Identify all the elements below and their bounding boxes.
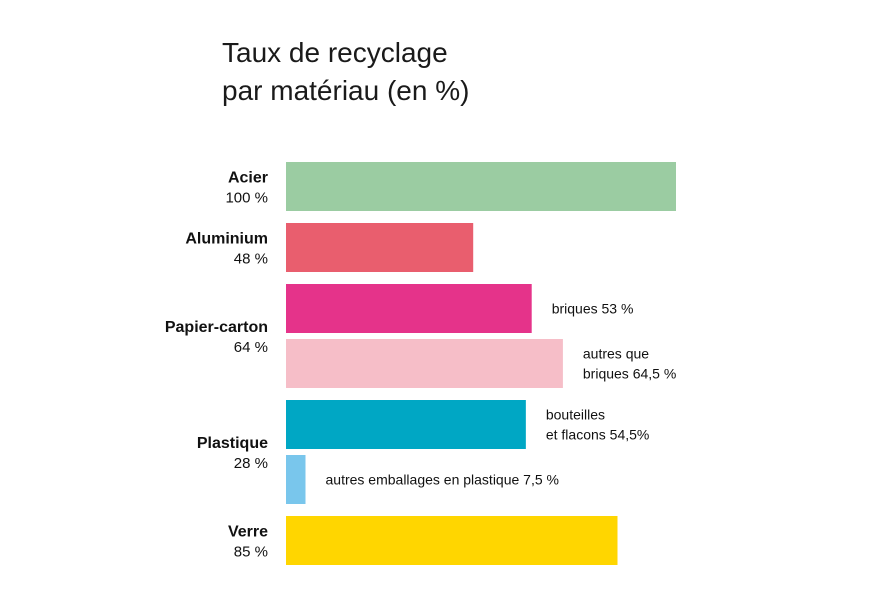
bar-acier-1 [286, 162, 676, 211]
chart-title-line-2: par matériau (en %) [222, 75, 469, 106]
bar-label-papier-carton-1-1: briques 53 % [552, 301, 634, 317]
bar-label-papier-carton-2-1: autres que [583, 346, 649, 362]
bar-plastique-1 [286, 400, 526, 449]
category-value-acier: 100 % [225, 190, 268, 207]
category-value-plastique: 28 % [234, 455, 268, 472]
bar-label-papier-carton-2-2: briques 64,5 % [583, 366, 676, 382]
category-value-papier-carton: 64 % [234, 339, 268, 356]
bar-label-plastique-1-1: bouteilles [546, 407, 605, 423]
bar-papier-carton-1 [286, 284, 532, 333]
chart-title-line-1: Taux de recyclage [222, 37, 448, 68]
bar-aluminium-1 [286, 223, 474, 272]
bars-layer: Acier 100 % Aluminium 48 % Papier-carton 64 %… [165, 162, 676, 565]
bar-verre-1 [286, 516, 618, 565]
category-label-plastique: Plastique [197, 435, 268, 452]
bar-label-plastique-1-2: et flacons 54,5% [546, 427, 650, 443]
category-label-verre: Verre [228, 524, 268, 541]
category-value-verre: 85 % [234, 544, 268, 561]
category-label-papier-carton: Papier-carton [165, 319, 268, 336]
bar-label-plastique-2-1: autres emballages en plastique 7,5 % [326, 472, 559, 488]
bar-plastique-2 [286, 455, 306, 504]
category-value-aluminium: 48 % [234, 251, 268, 268]
category-label-aluminium: Aluminium [185, 231, 268, 248]
category-label-acier: Acier [228, 170, 268, 187]
bar-papier-carton-2 [286, 339, 563, 388]
